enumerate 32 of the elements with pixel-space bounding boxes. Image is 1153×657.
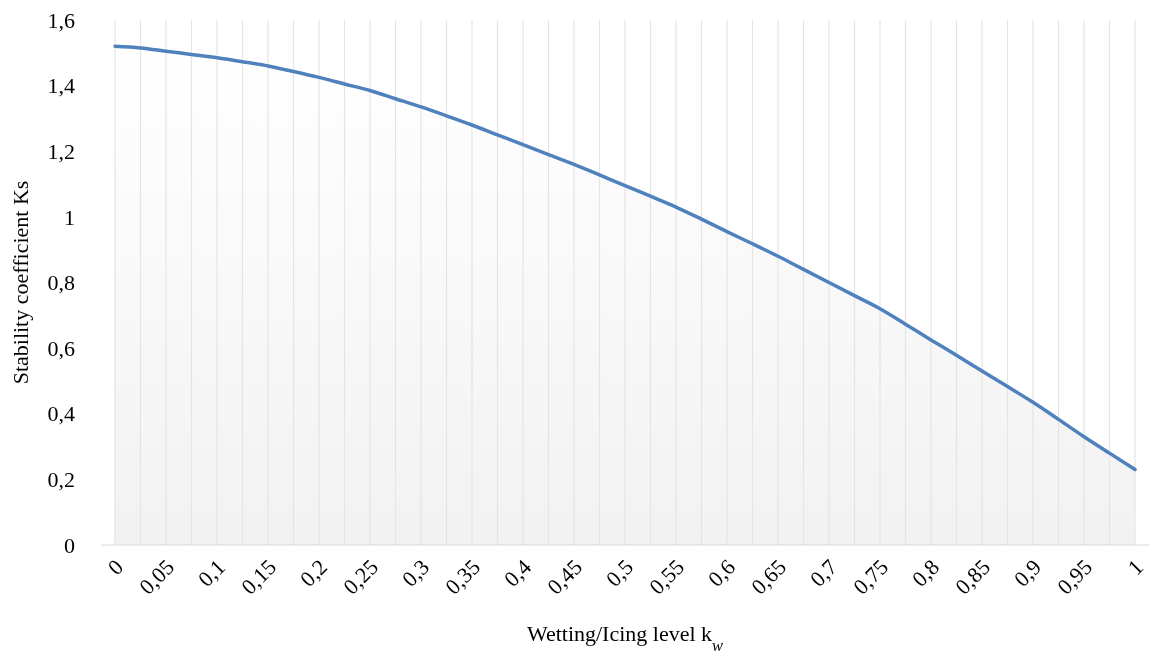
x-tick-label: 0,05 xyxy=(134,554,179,600)
x-tick-label: 0,45 xyxy=(542,554,587,600)
x-tick-label: 0,75 xyxy=(848,554,893,600)
x-tick-label: 0,6 xyxy=(702,554,740,592)
x-tick-label: 0,7 xyxy=(804,554,842,592)
x-tick-label: 0,9 xyxy=(1008,554,1046,592)
x-axis-title: Wetting/Icing level k$_{w}$ xyxy=(526,621,724,655)
x-tick-label: 0 xyxy=(102,554,128,580)
x-tick-label: 1 xyxy=(1122,554,1148,580)
x-tick-label: 0,15 xyxy=(236,554,281,600)
y-tick-label: 1 xyxy=(64,204,75,230)
y-tick-label: 1,4 xyxy=(47,73,75,99)
y-tick-label: 1,2 xyxy=(47,138,75,164)
x-tick-label: 0,5 xyxy=(600,554,638,592)
x-tick-label: 0,2 xyxy=(294,554,332,592)
x-tick-label: 0,95 xyxy=(1052,554,1097,600)
x-tick-label: 0,55 xyxy=(644,554,689,600)
y-axis-title: Stability coefficient Ks xyxy=(8,180,33,385)
x-tick-label: 0,1 xyxy=(192,554,230,592)
x-tick-label: 0,3 xyxy=(396,554,434,592)
y-tick-label: 0,6 xyxy=(47,335,75,361)
y-tick-label: 0,2 xyxy=(47,467,75,493)
x-tick-label: 0,35 xyxy=(440,554,485,600)
y-tick-label: 0 xyxy=(64,532,75,558)
y-tick-label: 0,4 xyxy=(47,401,75,427)
y-tick-label: 1,6 xyxy=(47,7,75,33)
x-tick-label: 0,85 xyxy=(950,554,995,600)
x-tick-label: 0,4 xyxy=(498,554,536,592)
y-tick-label: 0,8 xyxy=(47,270,75,296)
x-tick-label: 0,65 xyxy=(746,554,791,600)
x-tick-label: 0,25 xyxy=(338,554,383,600)
x-tick-label: 0,8 xyxy=(906,554,944,592)
